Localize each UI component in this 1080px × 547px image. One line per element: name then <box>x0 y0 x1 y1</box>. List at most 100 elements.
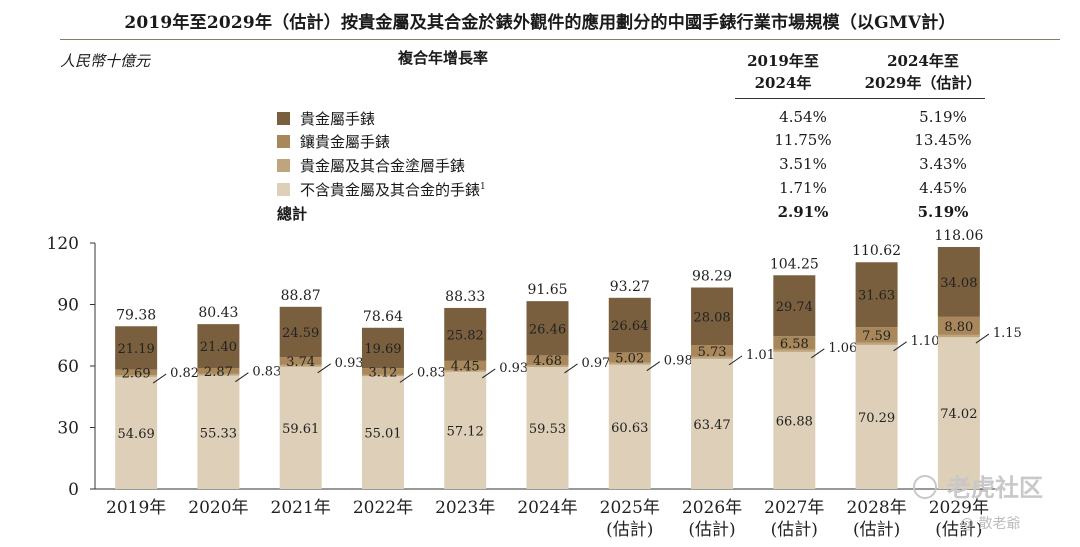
footnote-mark: 1 <box>480 182 486 192</box>
cagr-value-2019-2024: 1.71% <box>779 179 827 197</box>
data-label: 57.12 <box>447 424 484 439</box>
bar-segment <box>526 364 569 367</box>
legend-swatch <box>277 183 290 196</box>
bar-segment <box>855 262 898 328</box>
x-tick-label: (估計) <box>606 520 653 540</box>
bar-segment <box>361 376 404 489</box>
watermark-logo-icon <box>913 475 937 499</box>
cagr-value-2024-2029: 5.19% <box>919 108 967 126</box>
data-label: 24.59 <box>282 326 319 341</box>
cagr-col-line: 2024年至 <box>887 52 959 70</box>
legend-row: 不含貴金屬及其合金的手錶1 1.71% 4.45% <box>277 179 997 201</box>
legend-row: 鑲貴金屬手錶 11.75% 13.45% <box>277 131 997 153</box>
data-label: 54.69 <box>118 427 155 442</box>
x-tick-label: (估計) <box>688 520 735 540</box>
cagr-col-line: 2019年至 <box>747 52 819 70</box>
total-label: 總計 <box>277 205 308 223</box>
data-label: 6.58 <box>780 337 809 352</box>
leader-line <box>811 348 825 359</box>
bar-segment <box>773 336 816 350</box>
data-label: 26.64 <box>611 319 648 334</box>
data-label: 63.47 <box>693 418 730 433</box>
legend-label: 鑲貴金屬手錶 <box>300 133 391 151</box>
bar-segment <box>197 367 240 374</box>
bar-segment <box>608 364 651 489</box>
leader-line <box>975 333 990 344</box>
bar-segment <box>361 368 404 375</box>
cagr-value-2019-2024: 11.75% <box>774 131 832 149</box>
bar-segment <box>937 246 980 317</box>
data-label: 0.93 <box>499 361 528 376</box>
bar-segment <box>197 375 240 489</box>
data-label: 4.45 <box>451 359 480 374</box>
data-label: 3.12 <box>368 365 397 380</box>
data-label: 70.29 <box>858 411 895 426</box>
title-rule <box>60 39 1060 40</box>
bar-segment <box>773 351 816 489</box>
bar-segment <box>115 376 158 489</box>
bar-segment <box>855 342 898 345</box>
bar-segment <box>526 355 569 365</box>
total-label: 80.43 <box>198 305 238 321</box>
data-label: 2.69 <box>122 366 151 381</box>
total-label: 110.62 <box>852 243 901 259</box>
cagr-header-rule <box>735 98 985 99</box>
y-tick-label: 90 <box>57 296 79 316</box>
data-label: 21.40 <box>200 340 237 355</box>
total-cagr-2024-2029: 5.19% <box>917 203 969 221</box>
data-label: 59.53 <box>529 422 566 437</box>
bar-segment <box>691 356 734 359</box>
bar-segment <box>608 297 651 353</box>
legend-label: 貴金屬手錶 <box>300 110 376 128</box>
leader-line <box>564 363 578 374</box>
bar-segment <box>444 307 487 361</box>
data-label: 1.06 <box>828 341 857 356</box>
cagr-value-2024-2029: 3.43% <box>919 155 967 173</box>
bar-segment <box>773 349 816 352</box>
bar-segment <box>691 287 734 346</box>
y-tick-label: 60 <box>57 357 79 377</box>
legend-row: 貴金屬及其合金塗層手錶 3.51% 3.43% <box>277 155 997 177</box>
x-tick-label: 2029年 <box>929 498 989 518</box>
cagr-col-line: 2024年 <box>754 74 812 92</box>
data-label: 0.82 <box>170 366 199 381</box>
data-label: 1.01 <box>746 348 775 363</box>
legend-total-row: 總計 2.91% 5.19% <box>277 203 997 225</box>
bar-segment <box>197 373 240 376</box>
x-tick-label: 2020年 <box>188 498 248 518</box>
y-tick-label: 120 <box>47 234 79 254</box>
data-label: 3.74 <box>286 355 315 370</box>
bar-segment <box>855 327 898 343</box>
data-label: 74.02 <box>940 407 977 422</box>
data-label: 25.82 <box>447 328 484 343</box>
bar-segment <box>361 327 404 369</box>
total-label: 104.25 <box>770 256 819 272</box>
total-label: 98.29 <box>692 269 732 285</box>
data-label: 55.33 <box>200 426 237 441</box>
bar-segment <box>279 306 322 358</box>
bar-segment <box>526 301 569 356</box>
data-label: 5.73 <box>698 345 727 360</box>
bar-segment <box>691 358 734 489</box>
legend-label: 不含貴金屬及其合金的手錶1 <box>300 181 486 199</box>
y-tick-label: 30 <box>57 419 79 439</box>
bar-segment <box>279 357 322 365</box>
total-label: 88.87 <box>281 288 321 304</box>
bar-segment <box>361 374 404 377</box>
total-cagr-2019-2024: 2.91% <box>777 203 829 221</box>
total-label: 88.33 <box>445 289 485 305</box>
data-label: 1.10 <box>911 334 940 349</box>
bar-segment <box>197 324 240 368</box>
bar-segment <box>773 275 816 337</box>
total-label: 91.65 <box>527 282 567 298</box>
bar-segment <box>526 366 569 489</box>
bar-segment <box>279 364 322 367</box>
leader-line <box>728 355 743 366</box>
data-label: 7.59 <box>862 329 891 344</box>
leader-line <box>317 363 331 374</box>
total-label: 118.06 <box>934 228 983 244</box>
data-label: 0.97 <box>582 356 611 371</box>
data-label: 55.01 <box>364 427 401 442</box>
total-label: 79.38 <box>116 307 156 323</box>
